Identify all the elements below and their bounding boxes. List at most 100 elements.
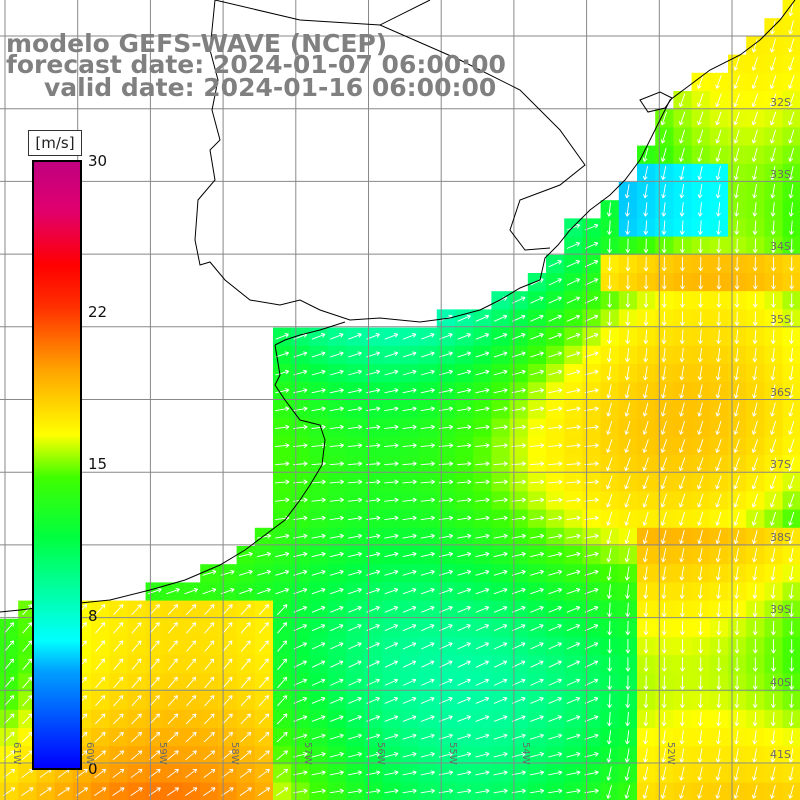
wind-arrow (624, 548, 630, 563)
wind-arrow (347, 424, 363, 430)
wind-arrow (697, 420, 704, 435)
wind-arrow (752, 639, 758, 654)
wind-arrow (733, 129, 740, 144)
wind-arrow (347, 461, 363, 467)
wind-arrow (661, 311, 667, 326)
wind-arrow (752, 675, 758, 690)
wind-arrow (184, 587, 199, 595)
argentina-coastline (0, 321, 346, 613)
wind-arrow (770, 129, 777, 144)
wind-arrow (566, 715, 581, 722)
wind-arrow (679, 238, 685, 253)
wind-arrow (624, 420, 631, 435)
wind-arrow (548, 333, 562, 340)
wind-arrow (276, 768, 289, 779)
wind-arrow (715, 529, 722, 545)
wind-arrow (716, 275, 722, 290)
wind-arrow (39, 787, 52, 796)
wind-arrow (347, 497, 363, 503)
wind-arrow (607, 657, 613, 672)
wind-arrow (606, 493, 613, 508)
wind-arrow (348, 642, 362, 650)
colorbar-tick-8: 8 (88, 607, 98, 625)
wind-arrow (95, 658, 106, 670)
wind-arrow (624, 475, 631, 490)
wind-arrow (660, 529, 667, 545)
wind-arrow (680, 256, 685, 272)
wind-arrow (566, 443, 581, 448)
wind-arrow (770, 329, 776, 344)
wind-arrow (420, 369, 435, 376)
wind-arrow (402, 587, 417, 595)
wind-arrow (348, 388, 363, 394)
wind-arrow (789, 657, 795, 672)
wind-arrow (679, 584, 685, 599)
wind-arrow (715, 493, 722, 508)
wind-arrow (566, 606, 581, 613)
wind-arrow (3, 731, 15, 743)
wind-arrow (751, 402, 758, 417)
wind-arrow (240, 713, 252, 725)
wind-arrow (311, 788, 326, 794)
wind-arrow (752, 202, 758, 217)
wind-arrow (679, 548, 685, 563)
wind-arrow (770, 147, 776, 162)
wind-arrow (716, 347, 721, 363)
wind-arrow (733, 748, 739, 763)
wind-arrow (402, 497, 417, 503)
wind-arrow (457, 733, 472, 740)
wind-arrow (420, 515, 435, 521)
wind-arrow (548, 369, 563, 376)
wind-arrow (402, 551, 417, 558)
wind-arrow (625, 657, 631, 672)
wind-arrow (22, 695, 33, 707)
wind-arrow (715, 566, 721, 581)
wind-arrow (493, 770, 508, 776)
wind-arrow (311, 497, 326, 503)
wind-arrow (204, 658, 215, 670)
wind-arrow (566, 788, 581, 794)
wind-arrow (112, 731, 124, 743)
wind-arrow (530, 696, 544, 704)
wind-arrow (661, 711, 667, 727)
wind-arrow (167, 768, 179, 779)
wind-arrow (679, 566, 685, 581)
wind-arrow (566, 424, 581, 430)
wind-arrow (697, 529, 703, 545)
wind-arrow (493, 533, 508, 539)
wind-arrow (733, 784, 740, 799)
wind-arrow (329, 551, 344, 558)
wind-arrow (530, 296, 544, 304)
wind-arrow (259, 658, 269, 670)
wind-arrow (734, 202, 740, 217)
wind-arrow (697, 784, 704, 799)
wind-arrow (166, 587, 180, 595)
wind-arrow (716, 329, 722, 344)
wind-arrow (716, 293, 722, 308)
wind-arrow (606, 584, 612, 599)
wind-arrow (625, 275, 631, 290)
wind-arrow (149, 658, 160, 670)
wind-arrow (329, 569, 344, 576)
wind-arrow (733, 402, 740, 417)
wind-arrow (493, 515, 508, 521)
wind-arrow (475, 424, 490, 430)
wind-arrow (679, 730, 685, 745)
wind-arrow (420, 587, 435, 595)
wind-arrow (642, 420, 649, 435)
wind-arrow (530, 660, 544, 668)
wind-arrow (770, 20, 776, 35)
wind-arrow (752, 711, 758, 727)
wind-arrow (131, 604, 142, 616)
wind-arrow (112, 750, 125, 761)
wind-arrow (548, 678, 562, 686)
wind-arrow (420, 461, 435, 467)
wind-arrow (769, 75, 777, 89)
wind-arrow (384, 424, 399, 430)
wind-arrow (329, 369, 344, 376)
wind-arrow (585, 660, 599, 668)
wind-arrow (643, 602, 649, 617)
wind-arrow (642, 511, 649, 526)
wind-arrow (788, 420, 795, 435)
wind-arrow (167, 676, 178, 689)
